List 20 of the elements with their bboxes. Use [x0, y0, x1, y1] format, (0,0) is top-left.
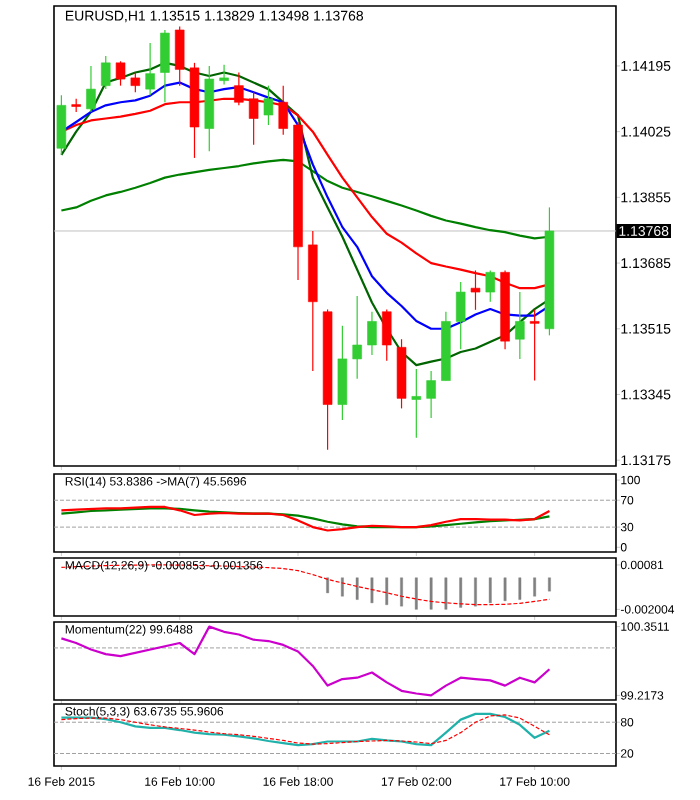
candlestick — [145, 42, 155, 96]
candlestick — [160, 29, 170, 103]
candlestick — [115, 60, 126, 87]
candlestick — [382, 308, 392, 362]
candlestick — [337, 325, 348, 421]
candlestick — [352, 295, 362, 380]
candlestick — [101, 55, 111, 90]
candlestick — [174, 25, 185, 87]
candlestick — [263, 85, 274, 126]
candlestick — [130, 71, 141, 93]
candlestick — [56, 94, 67, 156]
candlestick — [455, 281, 466, 350]
candlestick — [219, 64, 229, 86]
candlestick — [529, 309, 540, 382]
candlestick — [411, 368, 422, 439]
candlestick — [485, 269, 496, 303]
candlestick — [86, 65, 96, 113]
candlestick — [426, 370, 436, 419]
candlestick — [367, 311, 377, 356]
candlestick — [515, 291, 525, 360]
